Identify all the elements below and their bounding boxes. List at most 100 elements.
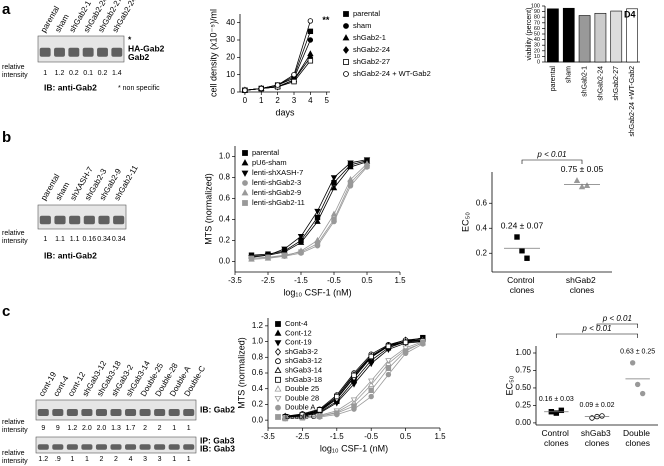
y-tick-label: 90 bbox=[534, 9, 540, 15]
y-tick-label: 0.25 bbox=[515, 401, 531, 410]
marker bbox=[402, 339, 409, 346]
x-tick-label: Control clones bbox=[541, 428, 571, 448]
intensity-value: 2 bbox=[143, 425, 147, 432]
y-tick-label: 0.0 bbox=[252, 415, 264, 424]
intensity-value: 2.0 bbox=[97, 425, 107, 432]
legend-label: shGab3-2 bbox=[285, 347, 318, 356]
marker bbox=[258, 85, 264, 92]
bracket bbox=[521, 159, 583, 164]
marker bbox=[347, 163, 354, 170]
marker bbox=[367, 378, 375, 385]
intensity-value: 3 bbox=[158, 456, 162, 463]
intensity-label: relative intensity bbox=[2, 64, 28, 79]
legend-label: sham bbox=[353, 21, 371, 30]
x-tick-label: 1.5 bbox=[434, 432, 446, 441]
y-tick-label: 30 bbox=[226, 35, 235, 44]
marker bbox=[334, 410, 340, 416]
legend-marker bbox=[274, 329, 282, 336]
marker bbox=[334, 393, 340, 400]
bar bbox=[578, 15, 591, 63]
blot-membrane bbox=[37, 35, 125, 63]
blot-band bbox=[81, 409, 93, 416]
intensity-value: 0.1 bbox=[83, 70, 93, 77]
legend-marker bbox=[275, 321, 281, 327]
blot-band bbox=[83, 215, 95, 225]
blot-band bbox=[52, 409, 64, 416]
intensity-value: 2 bbox=[158, 425, 162, 432]
intensity-value: 1 bbox=[187, 425, 191, 432]
p-value: p < 0.01 bbox=[536, 150, 566, 159]
intensity-value: 1 bbox=[43, 70, 47, 77]
y-tick-label: 80 bbox=[534, 15, 540, 21]
legend-marker bbox=[242, 200, 248, 206]
marker bbox=[558, 407, 565, 414]
legend-label: shGab3-18 bbox=[285, 375, 322, 384]
intensity-value: 2.0 bbox=[82, 425, 92, 432]
blot-band bbox=[68, 47, 80, 57]
legend-marker bbox=[343, 71, 349, 77]
x-axis-label: days bbox=[275, 107, 295, 117]
y-tick-label: 0.2 bbox=[219, 236, 231, 245]
x-tick-label: 0.5 bbox=[400, 432, 412, 441]
marker bbox=[367, 361, 375, 368]
blot-band bbox=[37, 444, 49, 450]
legend-label: Cont-19 bbox=[285, 338, 312, 347]
y-tick-label: 10 bbox=[226, 70, 235, 79]
intensity-value: 0.2 bbox=[69, 70, 79, 77]
marker bbox=[298, 249, 304, 255]
y-tick-label: 1.00 bbox=[515, 348, 531, 357]
marker bbox=[330, 184, 338, 191]
bar bbox=[562, 7, 575, 63]
blot-band bbox=[39, 47, 51, 57]
intensity-value: 1.2 bbox=[38, 456, 48, 463]
series-line bbox=[251, 163, 368, 260]
x-tick-label: sham bbox=[566, 66, 573, 83]
series-line bbox=[251, 161, 368, 257]
intensity-value: 9 bbox=[56, 425, 60, 432]
x-tick-label: 1.5 bbox=[394, 276, 406, 285]
legend-marker bbox=[275, 376, 281, 383]
marker bbox=[599, 413, 605, 419]
intensity-value: 9 bbox=[41, 425, 45, 432]
x-tick-label: 0 bbox=[243, 96, 248, 105]
intensity-value: 3 bbox=[143, 456, 147, 463]
y-tick-label: 0.2 bbox=[252, 400, 264, 409]
x-tick-label: shGab3 clones bbox=[581, 428, 613, 448]
marker bbox=[297, 234, 305, 240]
x-tick-label: shGab2 clones bbox=[566, 275, 598, 295]
blot-band bbox=[66, 409, 78, 416]
legend-marker bbox=[343, 11, 349, 17]
y-axis-label: MTS (normalized) bbox=[203, 173, 213, 245]
legend-label: Double 28 bbox=[285, 393, 319, 402]
legend-marker bbox=[343, 23, 349, 29]
intensity-value: 1 bbox=[172, 425, 176, 432]
blot-band bbox=[183, 444, 195, 450]
intensity-value: 0.34 bbox=[97, 236, 111, 243]
blot-band bbox=[98, 215, 110, 225]
y-tick-label: 0.50 bbox=[515, 383, 531, 392]
marker bbox=[368, 387, 374, 393]
series-line bbox=[244, 20, 311, 91]
legend-marker bbox=[274, 366, 282, 373]
marker bbox=[524, 255, 530, 261]
y-axis-label: EC₅₀ bbox=[504, 375, 514, 395]
marker bbox=[314, 208, 321, 215]
intensity-value: 1 bbox=[43, 236, 47, 243]
blot-band bbox=[81, 444, 93, 450]
legend-marker bbox=[242, 180, 248, 186]
marker bbox=[351, 372, 357, 379]
annotation: ** bbox=[322, 15, 330, 25]
intensity-value: 1.7 bbox=[126, 425, 136, 432]
x-tick-label: shGab2-24 +WT-Gab2 bbox=[629, 66, 636, 137]
blot-band bbox=[139, 409, 151, 416]
legend-label: lenti-shGab2-11 bbox=[252, 198, 305, 207]
x-axis-label: log₁₀ CSF-1 (nM) bbox=[320, 443, 388, 453]
legend-label: Double C bbox=[285, 412, 317, 421]
blot-band bbox=[139, 444, 151, 450]
marker bbox=[553, 410, 560, 416]
intensity-value: 4 bbox=[129, 456, 133, 463]
series-line bbox=[251, 165, 368, 259]
y-tick-label: 0.4 bbox=[219, 215, 231, 224]
marker bbox=[274, 82, 281, 88]
legend-marker bbox=[274, 395, 282, 403]
